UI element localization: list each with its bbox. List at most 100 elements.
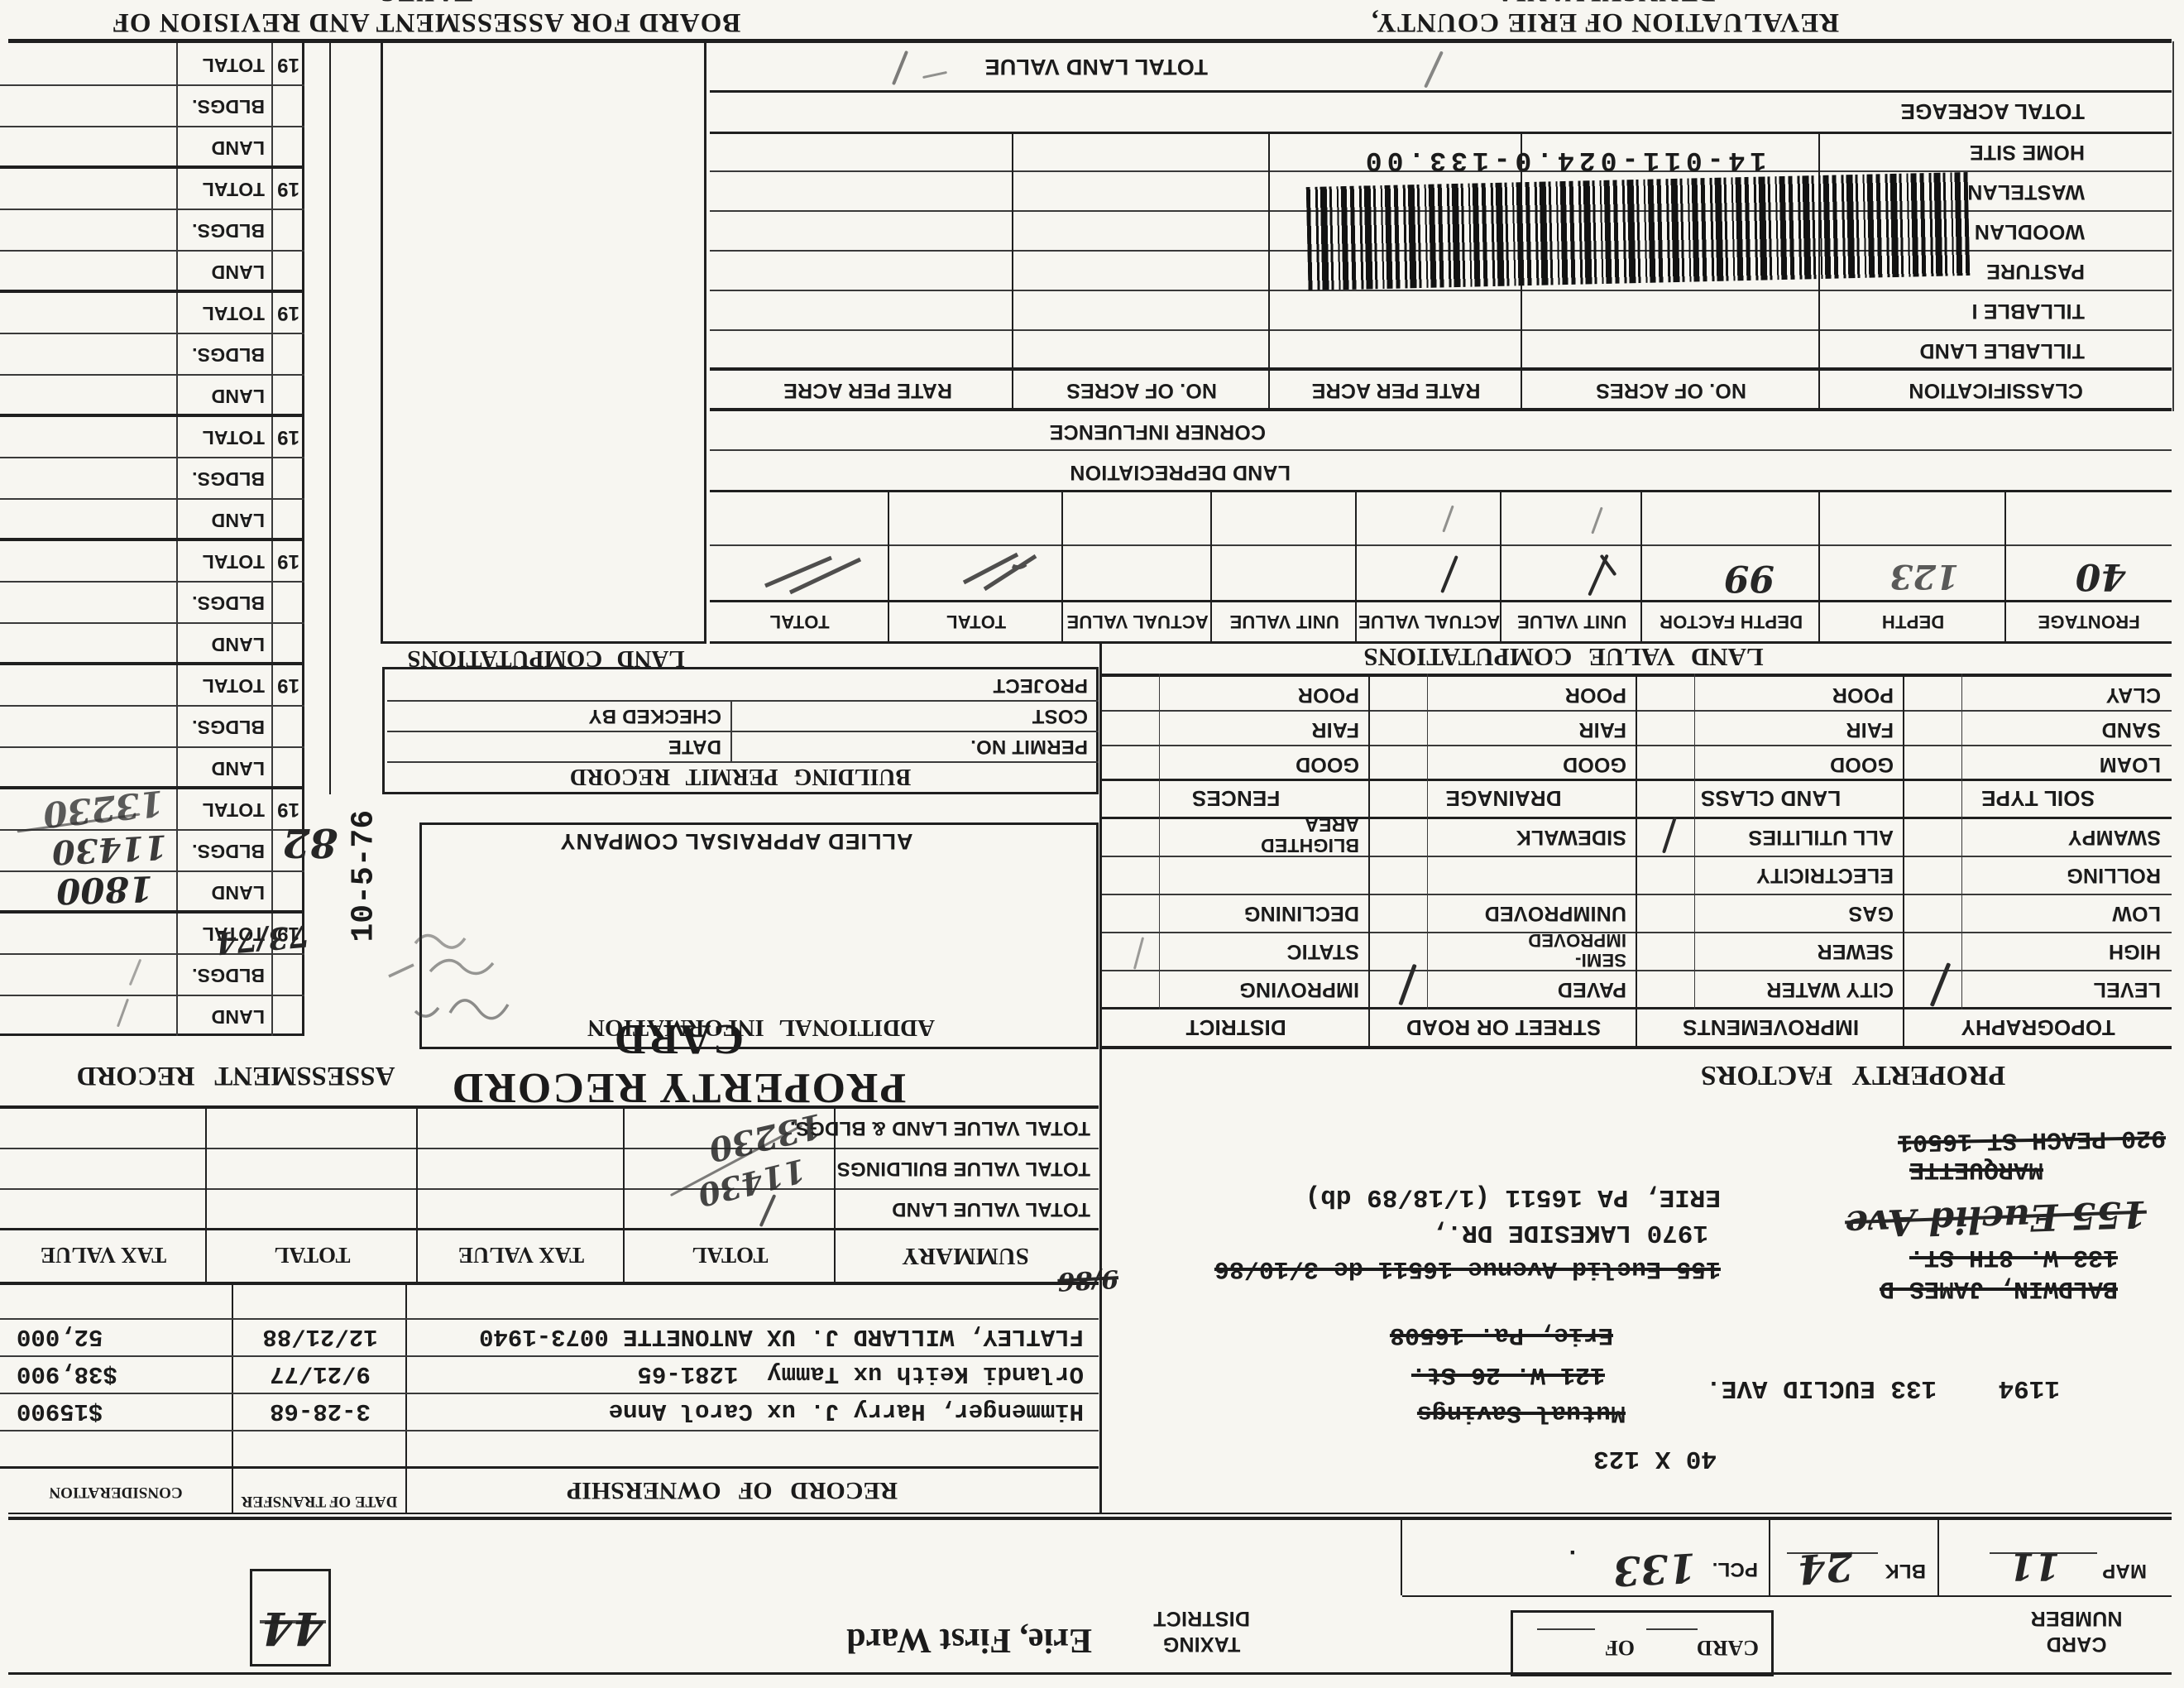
assessment-year-19: 19 [276,798,299,821]
row-pasture: PASTURE [1985,260,2085,283]
factor-electricity: ELECTRICITY [1755,864,1894,887]
handwritten-mark-faint [1442,505,1454,533]
assessment-land-label: LAND [211,882,265,904]
divider [1159,674,1160,1009]
drainage-fair: FAIR [1578,718,1626,741]
divider [1769,1520,1770,1595]
assessment-bldgs-label: BLDGS. [191,344,265,366]
lvc-depth-factor-handwritten: 99 [1723,557,1774,599]
current-address-lakeside: 1970 LAKESIDE DR., [1431,1218,1708,1247]
handwritten-mark-faint [891,50,909,86]
factor-sewer: SEWER [1817,940,1894,963]
handwritten-scribble [414,999,510,1020]
divider [710,544,2172,546]
land-computations-box [381,41,706,644]
divider [387,731,1099,732]
divider [0,995,304,996]
row-woodlan: WOODLAN [1974,220,2085,243]
factor-swampy: SWAMPY [2067,826,2161,849]
factor-level: LEVEL [2093,978,2161,1001]
assessment-total-label: TOTAL [202,179,265,200]
divider [2172,41,2174,411]
divider [8,1513,2172,1514]
prev-address-euclid-handwritten: 155 Euclid Ave [1844,1192,2148,1245]
divider [0,333,304,334]
divider [0,705,304,707]
divider [8,1517,2172,1520]
handwritten-mark-faint [128,958,142,986]
prev-owner-baldwin: BALDWIN, JAMES D [1879,1274,2118,1302]
assessment-year-19: 19 [276,426,299,448]
assessment-bldgs-label: BLDGS. [191,96,265,117]
summary-col-tax-1: TAX VALUE [457,1243,585,1268]
factor-low: LOW [2112,902,2161,925]
divider [0,1033,304,1036]
prev-address-8th-st: 133 W. 8TH ST. [1909,1243,2118,1271]
divider [0,662,304,665]
date-stamp-rotated: 10-5-76 [346,809,382,942]
factor-unimproved: UNIMPROVED [1484,902,1626,925]
assessment-land-value: 1800 [55,867,154,913]
assessment-total-label: TOTAL [202,55,265,76]
assessment-bldgs-label: BLDGS. [191,717,265,738]
ownership-consideration-header: CONSIDERATION [49,1484,183,1501]
divider [710,490,2172,492]
divider [623,1107,625,1285]
summary-row-label: TOTAL VALUE LAND & BLDGS. [789,1117,1090,1139]
divider [1268,134,1270,411]
row-wastelan: WASTELAN [1967,180,2085,204]
lvc-header-total-1: TOTAL [946,611,1007,632]
banner-board: BOARD FOR ASSESSMENT AND REVISION OF TAX… [111,0,741,37]
soil-sand: SAND [2101,718,2161,741]
assessment-total-label: TOTAL [202,427,265,448]
barcode [1305,171,1971,291]
parcel-address-line: 1194 133 EUCLID AVE. [1706,1374,2060,1403]
divider [710,367,2172,371]
factors-header-district: DISTRICT [1185,1015,1286,1040]
banner-revaluation: REVALUATION OF ERIE COUNTY, PENNSYLVANIA [1370,0,1840,37]
assessment-year-19: 19 [276,178,299,200]
lvc-header-frontage: FRONTAGE [2038,611,2140,632]
divider [0,1466,1099,1469]
handwritten-scribble [414,933,467,949]
factor-sidewalk: SIDEWALK [1516,826,1626,849]
owner-row-date: 9/21/77 [270,1360,371,1388]
assessment-land-label: LAND [211,137,265,159]
divider [205,1107,207,1285]
divider [0,1282,1099,1285]
owner-row-name: Himmenger, Harry J. ux Carol Anne [608,1398,1084,1425]
allied-appraisal-company: ALLIED APPRAISAL COMPANY [559,829,913,854]
factor-static: STATIC [1286,940,1359,963]
summary-col-total-2: TOTAL [274,1243,351,1268]
divider [0,290,304,293]
divider [1937,1520,1939,1595]
lvc-header-actual-value-1: ACTUAL VALUE [1358,611,1501,632]
handwritten-mark [1440,554,1458,594]
land-depreciation-label: LAND DEPRECIATION [1070,461,1291,484]
property-factors-title: PROPERTY FACTORS [1700,1060,2006,1091]
owner-row-amount: $15900 [17,1398,103,1425]
owner-row-amount: $38,900 [17,1360,117,1388]
taxing-district-value: Erie, First Ward [846,1621,1092,1659]
permit-checked-by-label: CHECKED BY [588,705,721,727]
handwritten-scribble [764,555,862,595]
handwritten-mark-faint [1424,50,1444,89]
divider [0,1148,1099,1149]
divider [710,641,2172,644]
assessment-bldgs-label: BLDGS. [191,965,265,986]
lvc-header-depth-factor: DEPTH FACTOR [1659,611,1803,632]
permit-date-label: DATE [668,736,721,758]
prev-address-26th-st: 121 W. 26 St. [1410,1360,1605,1388]
summary-col-tax-2: TAX VALUE [40,1243,167,1268]
land-class-header: LAND CLASS [1700,786,1842,811]
assessment-total-label: TOTAL [202,551,265,573]
owner-row-name: Orlandi Keith ux Tammy 1281-65 [637,1360,1085,1388]
divider [1903,674,1904,1049]
assessment-land-label: LAND [211,261,265,283]
handwritten-mark-faint [922,70,947,79]
lvc-frontage-handwritten: 40 [2075,555,2126,597]
assessment-total-label: TOTAL [202,675,265,697]
factor-high: HIGH [2108,940,2161,963]
rate-per-acre-header-2: RATE PER ACRE [783,379,953,402]
divider [0,250,304,252]
